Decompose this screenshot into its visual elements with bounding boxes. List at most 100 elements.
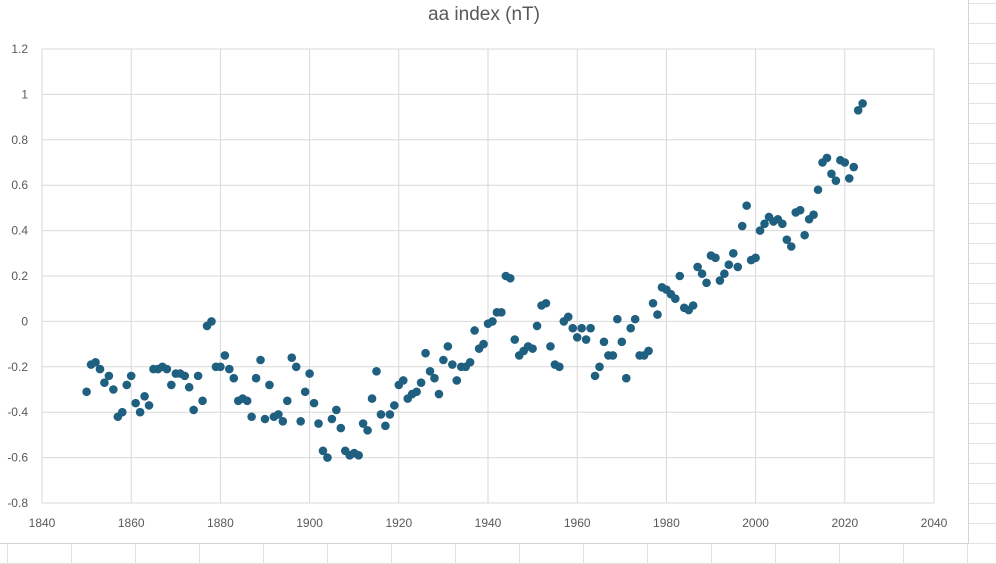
data-point — [167, 380, 176, 390]
data-point — [711, 253, 720, 263]
data-point — [162, 364, 172, 374]
y-tick-label: 0.6 — [11, 178, 28, 192]
data-point — [702, 278, 711, 288]
data-point — [849, 162, 859, 172]
data-point — [207, 317, 216, 326]
data-point — [291, 362, 301, 372]
x-tick-label: 1900 — [296, 516, 323, 530]
data-point — [189, 405, 198, 415]
data-point — [506, 273, 515, 283]
data-point — [737, 221, 747, 231]
data-point — [697, 269, 707, 279]
data-point — [144, 401, 154, 410]
data-point — [100, 378, 109, 387]
data-point — [82, 387, 91, 397]
y-tick-label: -0.6 — [7, 451, 28, 465]
chart-area[interactable]: aa index (nT) 1.2 1 0.8 0.6 0.4 0.2 0 -0.2 -0.4 -… — [0, 0, 969, 544]
data-point — [327, 414, 337, 424]
data-point — [813, 185, 823, 195]
scatter-plot: 1.210.80.60.40.20-0.2-0.4-0.6-0.8 1840 18… — [7, 42, 948, 530]
data-point — [412, 387, 421, 397]
data-point — [109, 385, 118, 394]
x-tick-label: 2000 — [742, 516, 769, 530]
x-tick-label: 1960 — [564, 516, 591, 530]
y-tick-label: 0.4 — [11, 224, 28, 238]
data-point — [568, 323, 578, 333]
data-point — [760, 219, 769, 229]
data-point — [510, 335, 520, 344]
data-point — [193, 371, 203, 381]
y-tick-label: 0.2 — [11, 269, 28, 283]
data-point — [126, 371, 136, 381]
x-tick-label: 1920 — [385, 516, 412, 530]
data-point — [283, 396, 292, 406]
data-point — [626, 323, 636, 333]
y-tick-label: -0.4 — [7, 405, 28, 419]
data-point — [688, 301, 698, 310]
data-point — [546, 342, 555, 351]
data-point — [630, 314, 640, 324]
data-point — [555, 362, 564, 372]
data-point — [644, 346, 653, 356]
y-axis-tick-labels: 1.2 1 0.8 0.6 0.4 0.2 0 -0.2 -0.4 -0.6 -0.8 — [7, 42, 28, 510]
data-point — [617, 337, 627, 347]
data-point — [448, 360, 457, 369]
data-point — [724, 260, 734, 269]
data-point — [720, 269, 729, 279]
data-point — [251, 373, 261, 383]
data-point — [260, 414, 270, 424]
data-point — [653, 310, 662, 319]
data-point — [256, 355, 265, 365]
x-tick-label: 1880 — [207, 516, 234, 530]
data-point — [778, 219, 787, 229]
data-point — [91, 357, 100, 367]
data-point — [180, 371, 190, 381]
data-point — [225, 364, 234, 374]
data-points — [82, 99, 867, 462]
x-axis-tick-labels: 1840 1860 1880 1900 1920 1940 1960 1980 2000 2020… — [29, 516, 948, 530]
data-point — [733, 262, 743, 272]
data-point — [354, 451, 363, 460]
data-point — [795, 205, 805, 215]
data-point — [488, 317, 497, 326]
data-point — [314, 419, 323, 428]
data-point — [117, 407, 127, 417]
data-point — [198, 396, 207, 406]
data-point — [385, 410, 395, 419]
data-point — [786, 242, 796, 251]
data-point — [621, 373, 631, 383]
data-point — [532, 321, 542, 331]
data-point — [430, 373, 439, 383]
data-point — [465, 357, 475, 367]
data-point — [541, 298, 551, 308]
data-point — [479, 339, 488, 349]
data-point — [135, 407, 145, 417]
y-tick-label: 0 — [21, 314, 28, 328]
data-point — [470, 326, 479, 335]
data-point — [372, 367, 381, 376]
data-point — [305, 369, 314, 378]
data-point — [287, 353, 297, 363]
data-point — [822, 153, 832, 163]
data-point — [809, 210, 818, 220]
data-point — [296, 416, 305, 426]
x-tick-label: 1940 — [475, 516, 502, 530]
data-point — [318, 446, 328, 456]
data-point — [853, 105, 863, 115]
data-point — [332, 405, 341, 415]
data-point — [858, 99, 867, 108]
data-point — [300, 387, 310, 397]
data-point — [608, 351, 618, 360]
data-point — [421, 348, 430, 358]
data-point — [336, 423, 346, 433]
data-point — [755, 226, 765, 235]
data-point — [363, 426, 372, 435]
data-point — [452, 376, 462, 385]
x-tick-label: 2040 — [921, 516, 948, 530]
data-point — [581, 335, 591, 344]
data-point — [184, 382, 194, 392]
data-point — [439, 355, 448, 365]
x-tick-label: 1840 — [29, 516, 56, 530]
data-point — [381, 421, 390, 431]
data-point — [278, 416, 288, 426]
